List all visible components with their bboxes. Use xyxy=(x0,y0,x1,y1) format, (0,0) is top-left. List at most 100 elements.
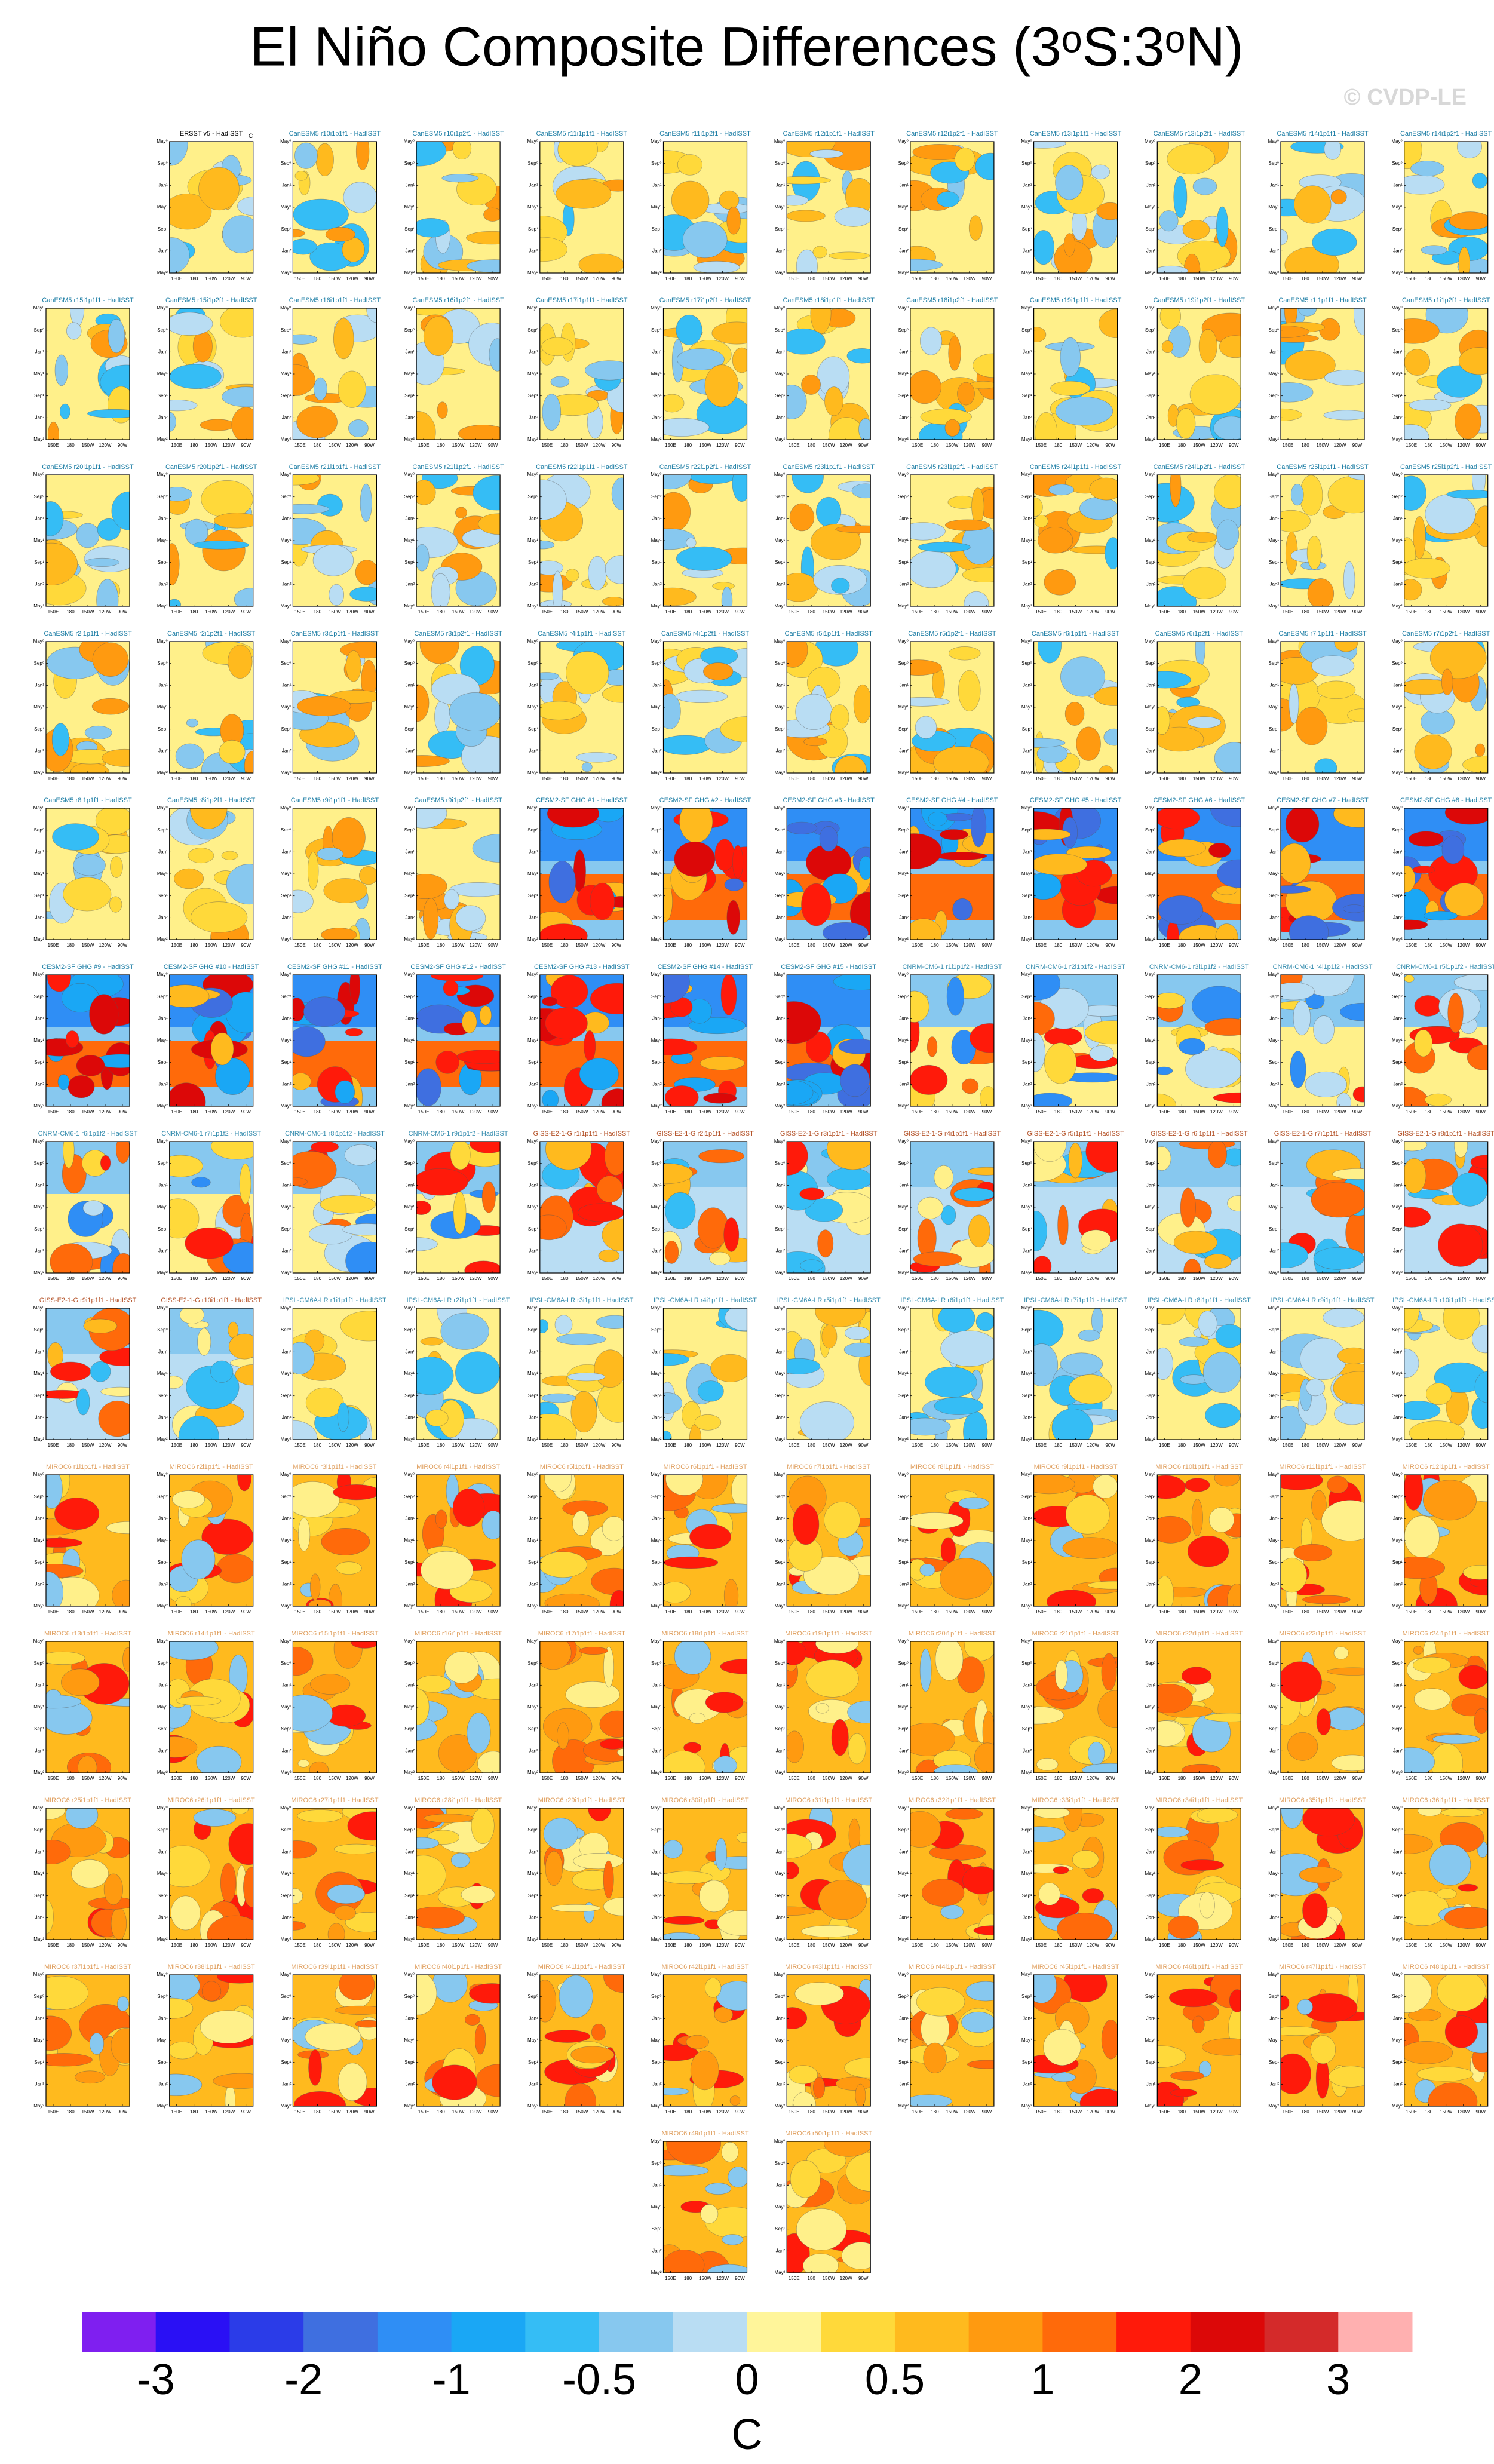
x-tick-label: 150W xyxy=(329,1609,341,1615)
panel-field xyxy=(539,975,624,1106)
field-blob xyxy=(1192,177,1217,195)
x-tick-label: 150E xyxy=(1159,1609,1170,1615)
y-tick-label: May⁰ xyxy=(774,1638,785,1644)
x-tick-label: 180 xyxy=(1301,943,1309,948)
field-blob xyxy=(1404,975,1415,983)
field-blob xyxy=(309,1573,321,1600)
panel-field xyxy=(787,808,871,940)
y-tick-label: May¹ xyxy=(651,704,662,710)
field-blob xyxy=(1215,923,1238,940)
field-blob xyxy=(344,1144,377,1166)
y-tick-label: May¹ xyxy=(898,371,909,376)
field-blob xyxy=(957,382,975,406)
field-blob xyxy=(234,588,253,606)
y-tick-label: May¹ xyxy=(33,1204,44,1210)
y-tick-label: May¹ xyxy=(1021,538,1032,543)
x-tick-label: 120W xyxy=(1087,1109,1099,1115)
y-tick-label: Sep⁰ xyxy=(404,661,415,666)
x-tick-label: 150E xyxy=(418,1109,430,1115)
y-tick-label: May² xyxy=(281,1770,292,1775)
x-tick-label: 90W xyxy=(982,1443,992,1448)
field-blob xyxy=(1281,982,1315,1001)
y-tick-label: Sep⁰ xyxy=(1021,1161,1032,1166)
field-blob xyxy=(293,1481,340,1518)
panel-field xyxy=(663,142,747,273)
y-tick-label: Sep⁰ xyxy=(34,994,44,999)
x-tick-label: 180 xyxy=(560,1276,569,1281)
field-blob xyxy=(557,142,598,167)
y-tick-label: Jan² xyxy=(529,415,538,420)
y-tick-label: May¹ xyxy=(281,1704,292,1710)
x-tick-label: 150E xyxy=(912,609,924,615)
x-tick-label: 120W xyxy=(1210,609,1223,615)
panel-title: MIROC6 r1i1p1f1 - HadISST xyxy=(46,1463,130,1471)
x-tick-label: 180 xyxy=(314,1609,322,1615)
y-tick-label: May² xyxy=(651,270,662,275)
x-tick-label: 180 xyxy=(437,609,445,615)
field-blob xyxy=(848,1733,866,1765)
y-tick-label: May¹ xyxy=(527,371,538,376)
field-blob xyxy=(1404,1515,1440,1558)
y-tick-label: Jan¹ xyxy=(529,515,538,521)
y-tick-label: May² xyxy=(651,1603,662,1609)
y-tick-label: Sep⁰ xyxy=(1269,1327,1279,1333)
x-tick-label: 120W xyxy=(1210,776,1223,781)
field-blob xyxy=(343,182,377,213)
y-tick-label: Sep¹ xyxy=(528,1726,538,1732)
x-tick-label: 150W xyxy=(946,1609,958,1615)
field-blob xyxy=(937,191,959,208)
field-blob xyxy=(787,176,832,185)
x-tick-label: 180 xyxy=(1178,609,1186,615)
y-tick-label: Jan² xyxy=(1393,748,1403,753)
y-tick-label: Jan² xyxy=(1269,1581,1279,1587)
y-tick-label: Jan² xyxy=(1146,748,1156,753)
x-tick-label: 150E xyxy=(665,1443,676,1448)
y-tick-label: May⁰ xyxy=(774,639,785,644)
field-blob xyxy=(822,922,869,940)
field-blob xyxy=(935,1641,964,1681)
x-tick-label: 150W xyxy=(699,443,711,448)
field-blob xyxy=(676,314,702,345)
x-tick-label: 150W xyxy=(1069,443,1082,448)
panel-title: CanESM5 r8i1p2f1 - HadISST xyxy=(167,797,256,804)
x-tick-label: 180 xyxy=(931,1276,939,1281)
y-tick-label: May¹ xyxy=(1392,871,1403,876)
x-tick-label: 150E xyxy=(665,1776,676,1781)
y-tick-label: Jan² xyxy=(282,1748,292,1753)
field-blob xyxy=(1327,1475,1348,1494)
y-tick-label: May² xyxy=(527,1103,538,1109)
y-tick-label: May⁰ xyxy=(651,1472,661,1477)
y-tick-label: Sep⁰ xyxy=(1021,994,1032,999)
field-blob xyxy=(1289,915,1329,940)
y-tick-label: May¹ xyxy=(1392,1038,1403,1043)
field-blob xyxy=(1281,1557,1308,1593)
field-blob xyxy=(1173,176,1188,218)
x-tick-label: 120W xyxy=(963,776,975,781)
field-blob xyxy=(812,246,827,259)
x-tick-label: 150E xyxy=(418,1276,430,1281)
field-blob xyxy=(789,503,815,532)
x-tick-label: 180 xyxy=(1425,776,1433,781)
x-tick-label: 150E xyxy=(665,276,676,281)
y-tick-label: May⁰ xyxy=(157,139,167,144)
x-tick-label: 90W xyxy=(1229,443,1239,448)
x-tick-label: 120W xyxy=(716,1109,729,1115)
y-tick-label: Jan¹ xyxy=(1146,682,1156,688)
y-tick-label: Sep⁰ xyxy=(1021,1494,1032,1499)
y-tick-label: May¹ xyxy=(33,704,44,710)
y-tick-label: Jan¹ xyxy=(529,1015,538,1021)
y-tick-label: May⁰ xyxy=(527,472,538,477)
field-blob xyxy=(910,1064,948,1095)
x-tick-label: 150E xyxy=(665,1609,676,1615)
y-tick-label: Jan² xyxy=(406,415,415,420)
x-tick-label: 180 xyxy=(560,1776,569,1781)
panel-title: CanESM5 r6i1p2f1 - HadISST xyxy=(1155,630,1244,637)
x-tick-label: 120W xyxy=(840,276,852,281)
y-tick-label: Jan² xyxy=(1269,748,1279,753)
y-tick-label: May² xyxy=(33,1770,44,1775)
field-blob xyxy=(962,833,994,855)
field-blob xyxy=(835,755,867,773)
field-blob xyxy=(676,546,732,571)
x-tick-label: 180 xyxy=(931,276,939,281)
field-blob xyxy=(213,513,253,529)
